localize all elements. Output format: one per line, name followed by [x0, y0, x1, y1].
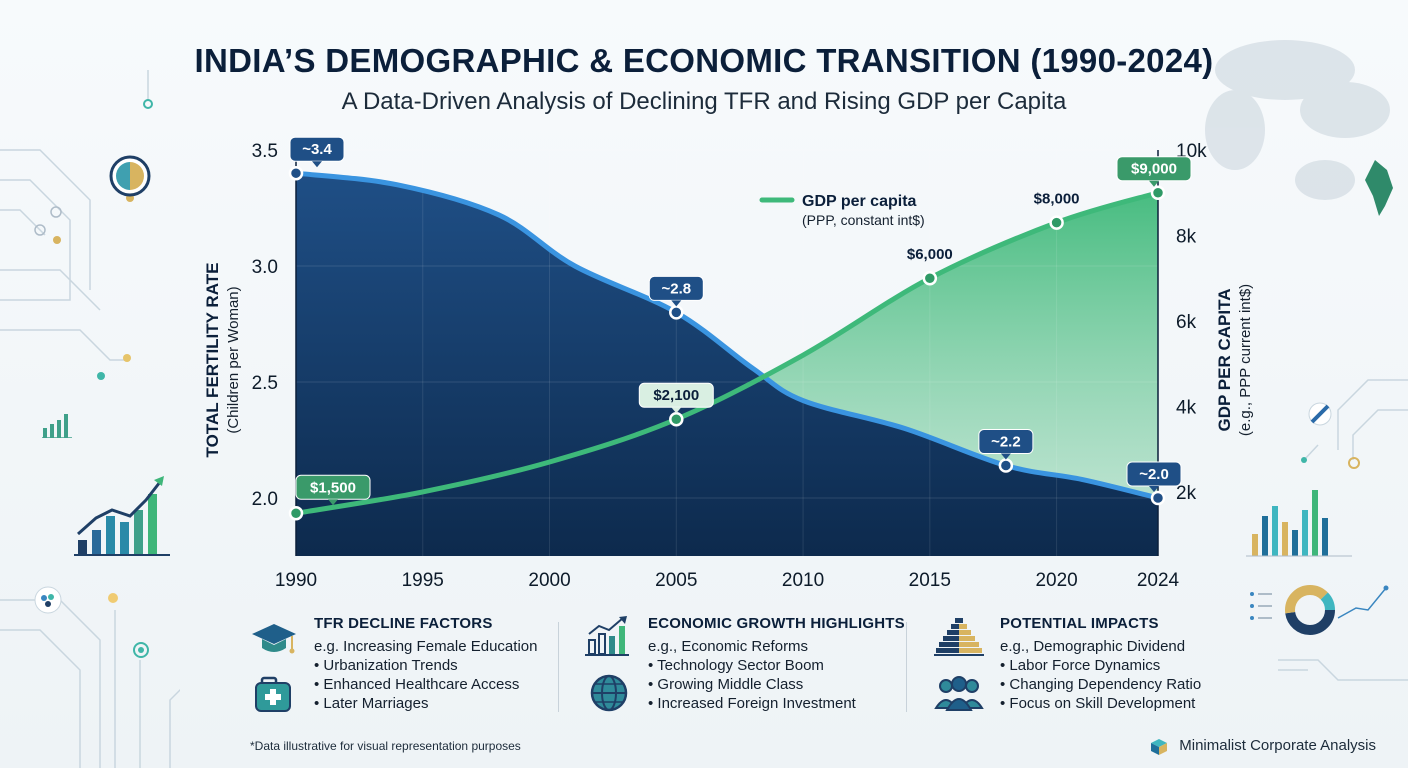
- right-axis-title: GDP PER CAPITA: [1215, 289, 1234, 432]
- left-axis-subtitle: (Children per Woman): [225, 286, 242, 433]
- x-tick-label: 2005: [655, 570, 697, 591]
- section-divider: [906, 622, 907, 712]
- economic-growth-section: ECONOMIC GROWTH HIGHLIGHTS e.g., Economi…: [648, 615, 905, 713]
- x-tick-label: 1990: [275, 570, 317, 591]
- people-group-icon: [934, 676, 984, 711]
- left-tick-label: 3.0: [252, 257, 278, 278]
- right-tick-label: 4k: [1176, 397, 1197, 418]
- right-tick-label: 8k: [1176, 226, 1197, 247]
- cube-logo-icon: [1151, 739, 1167, 755]
- list-item: • Changing Dependency Ratio: [1000, 676, 1202, 693]
- tfr-point: [998, 458, 1014, 473]
- callout-pointer: [1149, 180, 1159, 187]
- left-axis-title: TOTAL FERTILITY RATE: [203, 263, 222, 458]
- growth-bar-chart-icon: [74, 476, 170, 556]
- list-item: • Increased Foreign Investment: [648, 695, 856, 712]
- mini-bar-chart-icon: [42, 414, 72, 438]
- growth-chart-icon: [585, 616, 629, 656]
- callout-pointer: [1149, 486, 1159, 492]
- legend-title: GDP per capita: [802, 193, 917, 210]
- list-item: e.g., Demographic Dividend: [1000, 638, 1186, 655]
- gdp-point: [922, 270, 938, 286]
- donut-chart-decoration: [1250, 585, 1389, 635]
- potential-impacts-section: POTENTIAL IMPACTS e.g., Demographic Divi…: [1000, 615, 1201, 713]
- tfr-area: [296, 173, 1158, 556]
- right-axis-subtitle: (e.g., PPP current int$): [1237, 284, 1254, 436]
- brand-label: Minimalist Corporate Analysis: [1179, 737, 1376, 754]
- list-item: e.g. Increasing Female Education: [314, 638, 538, 655]
- tfr-line: [293, 170, 1161, 501]
- tfr-point: [1150, 490, 1166, 506]
- list-item: • Focus on Skill Development: [1000, 695, 1196, 712]
- world-map-decoration: [1205, 40, 1393, 216]
- gdp-point: [1150, 185, 1166, 200]
- list-item: e.g., Economic Reforms: [648, 638, 809, 655]
- list-item: • Labor Force Dynamics: [1000, 657, 1161, 674]
- callout-pointer: [312, 161, 322, 168]
- globe-icon: [590, 674, 628, 712]
- section-divider: [558, 622, 559, 712]
- callout-pointer: [671, 300, 682, 307]
- data-label: $1,500: [310, 479, 356, 496]
- population-pyramid-icon: [934, 618, 984, 656]
- x-tick-label: 1995: [402, 570, 444, 591]
- legend-subtitle: (PPP, constant int$): [802, 212, 925, 228]
- x-tick-label: 2010: [782, 570, 824, 591]
- list-item: • Later Marriages: [314, 695, 429, 712]
- callout-pointer: [671, 407, 682, 414]
- callout-pointer: [1000, 453, 1011, 460]
- x-tick-label: 2000: [528, 570, 570, 591]
- page-title: INDIA’S DEMOGRAPHIC & ECONOMIC TRANSITIO…: [194, 42, 1214, 79]
- footnote: *Data illustrative for visual representa…: [250, 739, 521, 753]
- x-tick-label: 2015: [909, 570, 951, 591]
- page-subtitle: A Data-Driven Analysis of Declining TFR …: [341, 88, 1067, 115]
- data-label: $8,000: [1034, 191, 1080, 208]
- gdp-point: [288, 506, 304, 521]
- tfr-factors-section: TFR DECLINE FACTORS e.g. Increasing Fema…: [314, 615, 537, 713]
- circuit-decoration-right: [1278, 379, 1408, 681]
- graduation-cap-icon: [252, 624, 296, 654]
- right-tick-label: 6k: [1176, 312, 1197, 333]
- gdp-line: [293, 190, 1161, 516]
- data-label: ~3.4: [302, 141, 332, 158]
- gdp-point: [669, 411, 684, 427]
- gdp-point: [1049, 215, 1064, 230]
- right-tick-label: 2k: [1176, 483, 1197, 504]
- potential-impacts-title: POTENTIAL IMPACTS: [1000, 615, 1159, 632]
- medical-kit-icon: [255, 676, 291, 712]
- left-tick-label: 2.5: [252, 373, 278, 394]
- tfr-point: [669, 305, 684, 320]
- left-tick-label: 2.0: [252, 489, 278, 510]
- list-item: • Growing Middle Class: [648, 676, 804, 693]
- list-item: • Enhanced Healthcare Access: [314, 676, 520, 693]
- data-label: ~2.8: [661, 280, 691, 297]
- data-label: $2,100: [653, 387, 699, 404]
- circuit-decoration-left: [0, 70, 180, 768]
- economic-growth-title: ECONOMIC GROWTH HIGHLIGHTS: [648, 615, 905, 632]
- data-label: $6,000: [907, 246, 953, 263]
- bar-chart-decoration-right: [1246, 490, 1352, 557]
- callout-pointer: [328, 499, 338, 506]
- data-label: $9,000: [1131, 161, 1177, 178]
- list-item: • Technology Sector Boom: [648, 657, 824, 674]
- tfr-factors-title: TFR DECLINE FACTORS: [314, 615, 493, 632]
- x-tick-label: 2020: [1035, 570, 1077, 591]
- data-label: ~2.0: [1139, 466, 1169, 483]
- list-item: • Urbanization Trends: [314, 657, 458, 674]
- x-tick-label: 2024: [1137, 570, 1180, 591]
- left-tick-label: 3.5: [252, 141, 278, 162]
- tfr-point: [288, 165, 304, 181]
- data-label: ~2.2: [991, 434, 1021, 451]
